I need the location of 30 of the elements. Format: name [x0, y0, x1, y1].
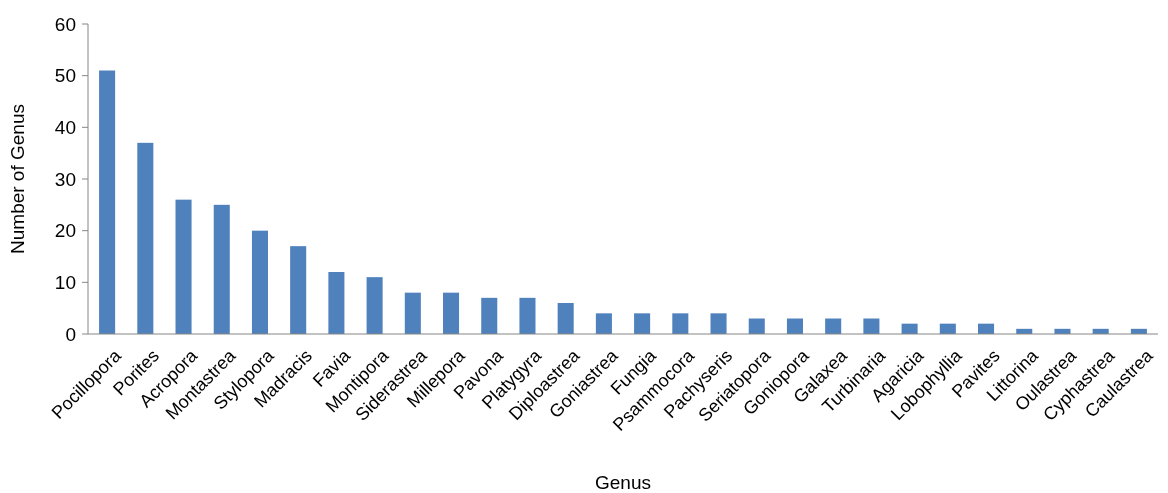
bar — [748, 318, 765, 334]
bar — [786, 318, 803, 334]
bar — [672, 313, 689, 334]
bar — [595, 313, 612, 334]
y-tick-label: 50 — [54, 65, 76, 87]
y-tick-label: 30 — [54, 168, 76, 190]
bar — [175, 199, 192, 334]
y-tick-label: 20 — [54, 220, 76, 242]
bar — [328, 272, 345, 334]
bar — [99, 70, 116, 334]
y-tick-label: 60 — [54, 13, 76, 35]
bar — [710, 313, 727, 334]
bar — [137, 142, 154, 334]
y-tick-label: 0 — [65, 323, 76, 345]
bar — [634, 313, 651, 334]
bar — [251, 230, 268, 334]
bar — [443, 292, 460, 334]
bar — [863, 318, 880, 334]
x-axis-title: Genus — [595, 472, 651, 493]
y-tick-label: 10 — [54, 271, 76, 293]
y-tick-label: 40 — [54, 116, 76, 138]
bar — [366, 277, 383, 334]
bar — [290, 246, 307, 334]
bar — [404, 292, 421, 334]
bar — [825, 318, 842, 334]
bar — [481, 297, 498, 334]
bar — [557, 303, 574, 334]
bar — [213, 204, 230, 334]
bar — [519, 297, 536, 334]
y-axis-title: Number of Genus — [7, 104, 28, 254]
